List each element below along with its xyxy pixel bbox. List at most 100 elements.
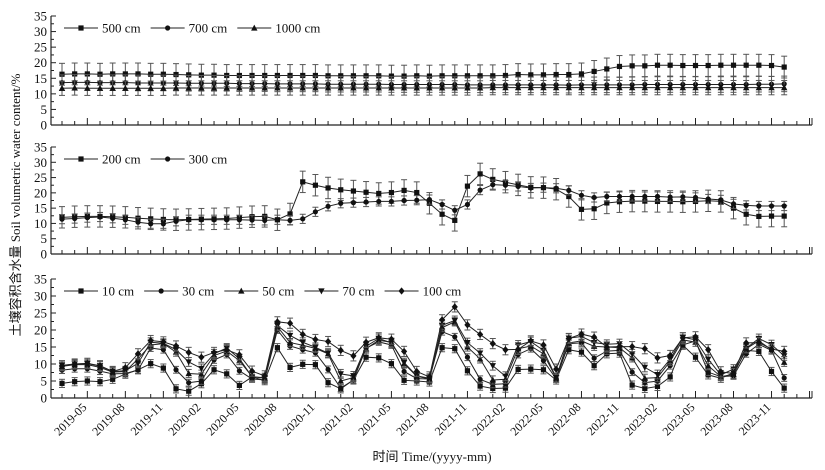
data-point: [84, 359, 91, 367]
data-point: [591, 206, 597, 212]
data-point: [58, 362, 66, 370]
data-point: [198, 84, 205, 91]
legend-marker: [78, 156, 84, 162]
series-line: [61, 321, 785, 382]
data-point: [616, 343, 623, 351]
x-tick-label: 2021-11: [432, 400, 470, 438]
data-point: [147, 84, 154, 91]
data-point: [363, 354, 369, 360]
data-point: [388, 198, 395, 205]
data-point: [312, 362, 318, 368]
data-point: [490, 73, 496, 79]
data-point: [286, 319, 294, 327]
data-point: [768, 345, 775, 353]
data-point: [629, 343, 636, 351]
data-point: [312, 209, 318, 215]
data-point: [641, 364, 649, 371]
y-tick-label: 25: [34, 170, 47, 185]
data-point: [439, 73, 445, 79]
data-point: [286, 332, 294, 339]
data-point: [400, 84, 408, 91]
data-point: [224, 217, 230, 223]
data-point: [236, 382, 242, 389]
y-axis-title: 土壤容积含水量 Soil volumetric water content/%: [8, 73, 23, 336]
data-point: [249, 217, 255, 223]
legend-label: 700 cm: [189, 21, 228, 36]
data-point: [680, 194, 686, 200]
data-point: [400, 360, 408, 367]
data-point: [705, 346, 712, 354]
y-tick-label: 30: [34, 289, 47, 304]
data-point: [477, 187, 483, 193]
data-point: [451, 317, 458, 324]
data-point: [110, 215, 116, 221]
data-point: [743, 62, 749, 68]
data-point: [185, 348, 192, 357]
data-point: [350, 188, 357, 194]
data-point: [96, 84, 104, 91]
legend-marker: [158, 288, 164, 294]
data-point: [667, 374, 673, 380]
x-tick-label: 2019-08: [89, 400, 127, 438]
data-point: [781, 203, 787, 209]
data-point: [160, 84, 167, 91]
data-point: [452, 346, 458, 352]
data-point: [705, 196, 711, 202]
series-line: [61, 87, 785, 89]
y-tick-label: 35: [34, 140, 47, 155]
legend-marker: [398, 287, 405, 295]
y-tick-label: 15: [34, 340, 47, 355]
x-tick-label: 2019-05: [51, 400, 89, 438]
series-line: [61, 306, 785, 378]
series-70-cm: [58, 315, 788, 384]
data-point: [680, 62, 686, 69]
data-point: [59, 71, 65, 77]
data-point: [704, 84, 712, 91]
data-point: [97, 214, 103, 220]
data-point: [654, 383, 661, 390]
data-point: [489, 340, 496, 348]
data-point: [185, 370, 192, 377]
data-point: [388, 361, 395, 367]
data-point: [502, 385, 509, 391]
data-point: [490, 385, 496, 392]
y-tick-label: 10: [34, 86, 47, 101]
data-point: [172, 84, 180, 91]
x-tick-label: 2021-08: [393, 400, 431, 438]
data-point: [489, 376, 496, 383]
data-point: [337, 377, 344, 384]
data-point: [401, 187, 407, 194]
data-point: [464, 84, 471, 91]
data-point: [540, 72, 547, 78]
data-point: [135, 219, 141, 225]
data-point: [135, 71, 141, 77]
data-point: [692, 194, 699, 201]
x-tick-label: 2021-02: [317, 400, 355, 438]
data-point: [375, 84, 382, 91]
x-axis-title: 时间 Time/(yyyy-mm): [372, 449, 491, 464]
data-point: [172, 342, 180, 350]
data-point: [198, 217, 204, 223]
data-point: [160, 365, 166, 371]
data-point: [413, 84, 420, 91]
data-point: [401, 368, 407, 375]
data-point: [71, 84, 78, 91]
data-point: [705, 62, 711, 69]
data-point: [464, 368, 471, 374]
data-point: [490, 176, 496, 183]
x-tick-label: 2020-02: [165, 400, 203, 438]
data-point: [248, 84, 256, 91]
y-tick-label: 20: [34, 185, 47, 200]
data-point: [502, 72, 509, 79]
data-point: [616, 199, 623, 205]
data-point: [566, 187, 572, 194]
data-point: [325, 185, 331, 191]
legend-marker: [165, 25, 171, 31]
x-tick-label: 2020-11: [280, 400, 318, 438]
series-300-cm: [59, 179, 788, 229]
data-point: [84, 378, 90, 384]
y-tick-label: 20: [34, 323, 47, 338]
data-point: [641, 374, 649, 381]
